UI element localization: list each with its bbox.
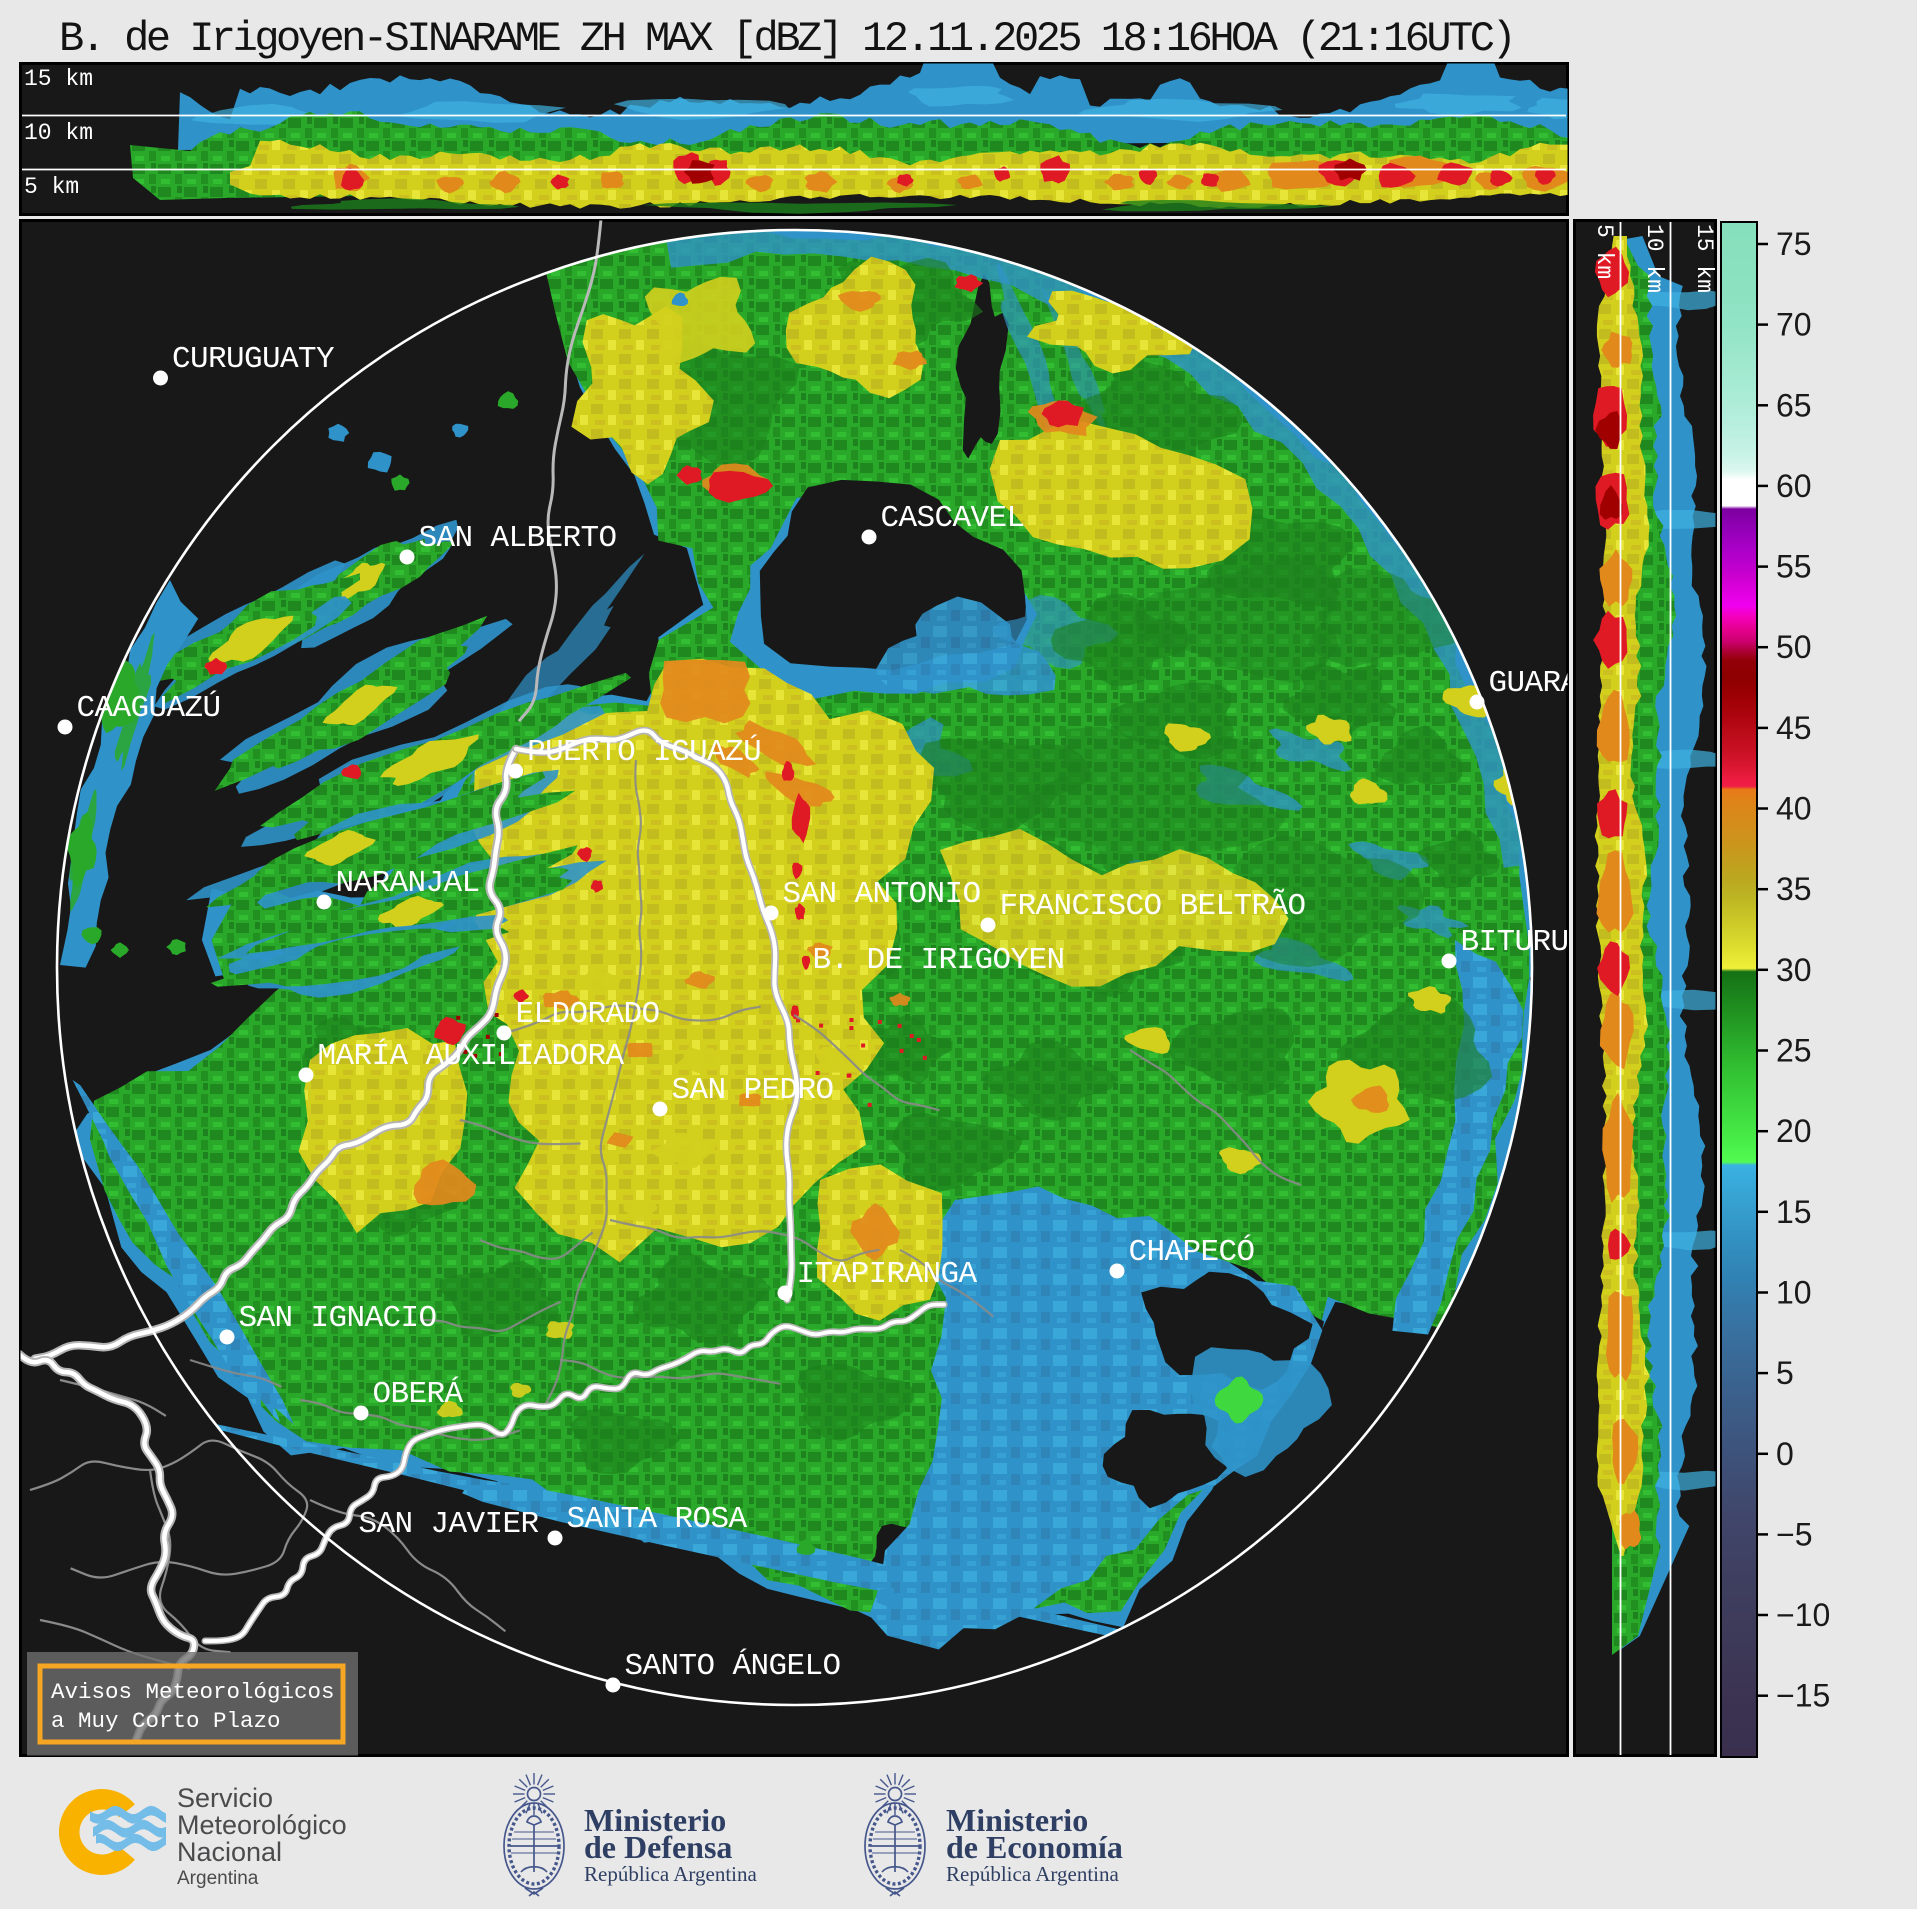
svg-text:CHAPECÓ: CHAPECÓ [1129, 1233, 1255, 1270]
svg-text:SAN ALBERTO: SAN ALBERTO [419, 521, 617, 556]
svg-text:FRANCISCO BELTRÃO: FRANCISCO BELTRÃO [1000, 888, 1306, 924]
svg-text:70: 70 [1776, 307, 1812, 343]
svg-text:25: 25 [1776, 1033, 1812, 1069]
svg-text:Meteorológico: Meteorológico [177, 1810, 347, 1840]
svg-text:a Muy Corto Plazo: a Muy Corto Plazo [51, 1708, 281, 1734]
svg-text:de Defensa: de Defensa [584, 1829, 732, 1865]
svg-text:−15: −15 [1776, 1678, 1830, 1714]
svg-text:Ministerio: Ministerio [584, 1802, 726, 1838]
svg-text:Avisos Meteorológicos: Avisos Meteorológicos [51, 1679, 335, 1705]
svg-text:5 km: 5 km [1591, 224, 1617, 279]
svg-text:15 km: 15 km [24, 66, 93, 92]
svg-text:MARÍA AUXILIADORA: MARÍA AUXILIADORA [318, 1037, 625, 1074]
svg-text:B. de Irigoyen-SINARAME ZH MAX: B. de Irigoyen-SINARAME ZH MAX [dBZ] 12.… [59, 15, 1513, 63]
svg-text:10 km: 10 km [24, 120, 93, 146]
svg-text:GUARA: GUARA [1489, 666, 1580, 701]
svg-text:20: 20 [1776, 1113, 1812, 1149]
svg-text:10: 10 [1776, 1275, 1812, 1311]
svg-text:5 km: 5 km [24, 174, 79, 200]
svg-text:BITURU: BITURU [1461, 925, 1569, 960]
svg-text:PUERTO IGUAZÚ: PUERTO IGUAZÚ [527, 733, 761, 770]
svg-text:0: 0 [1776, 1436, 1794, 1472]
svg-text:45: 45 [1776, 710, 1812, 746]
svg-text:60: 60 [1776, 468, 1812, 504]
svg-text:35: 35 [1776, 871, 1812, 907]
svg-text:SANTA ROSA: SANTA ROSA [567, 1502, 748, 1537]
svg-text:NARANJAL: NARANJAL [336, 866, 480, 901]
svg-text:SAN PEDRO: SAN PEDRO [672, 1073, 834, 1108]
svg-text:SAN IGNACIO: SAN IGNACIO [239, 1301, 437, 1336]
svg-text:República Argentina: República Argentina [946, 1862, 1119, 1886]
svg-text:ITAPIRANGA: ITAPIRANGA [797, 1257, 978, 1292]
svg-text:SAN JAVIER: SAN JAVIER [359, 1507, 539, 1542]
svg-text:50: 50 [1776, 629, 1812, 665]
svg-text:5: 5 [1776, 1355, 1794, 1391]
svg-text:15 km: 15 km [1691, 224, 1717, 293]
svg-text:−5: −5 [1776, 1516, 1812, 1552]
svg-text:40: 40 [1776, 791, 1812, 827]
svg-text:OBERÁ: OBERÁ [373, 1375, 464, 1412]
svg-text:Servicio: Servicio [177, 1783, 273, 1813]
svg-text:CURUGUATY: CURUGUATY [172, 342, 335, 377]
svg-text:de Economía: de Economía [946, 1829, 1123, 1865]
svg-text:SANTO ÁNGELO: SANTO ÁNGELO [625, 1647, 841, 1684]
svg-text:Argentina: Argentina [177, 1868, 259, 1889]
svg-text:Ministerio: Ministerio [946, 1802, 1088, 1838]
svg-text:15: 15 [1776, 1194, 1812, 1230]
svg-text:CAAGUAZÚ: CAAGUAZÚ [77, 689, 221, 726]
svg-text:CASCAVEL: CASCAVEL [881, 501, 1025, 536]
svg-text:55: 55 [1776, 549, 1812, 585]
svg-text:SAN ANTONIO: SAN ANTONIO [783, 877, 981, 912]
svg-text:30: 30 [1776, 952, 1812, 988]
svg-text:Nacional: Nacional [177, 1837, 282, 1867]
svg-text:República Argentina: República Argentina [584, 1862, 757, 1886]
svg-text:ELDORADO: ELDORADO [516, 997, 660, 1032]
svg-text:10 km: 10 km [1641, 224, 1667, 293]
svg-text:−10: −10 [1776, 1597, 1830, 1633]
svg-text:B. DE IRIGOYEN: B. DE IRIGOYEN [813, 943, 1065, 978]
svg-text:65: 65 [1776, 387, 1812, 423]
svg-text:75: 75 [1776, 226, 1812, 262]
